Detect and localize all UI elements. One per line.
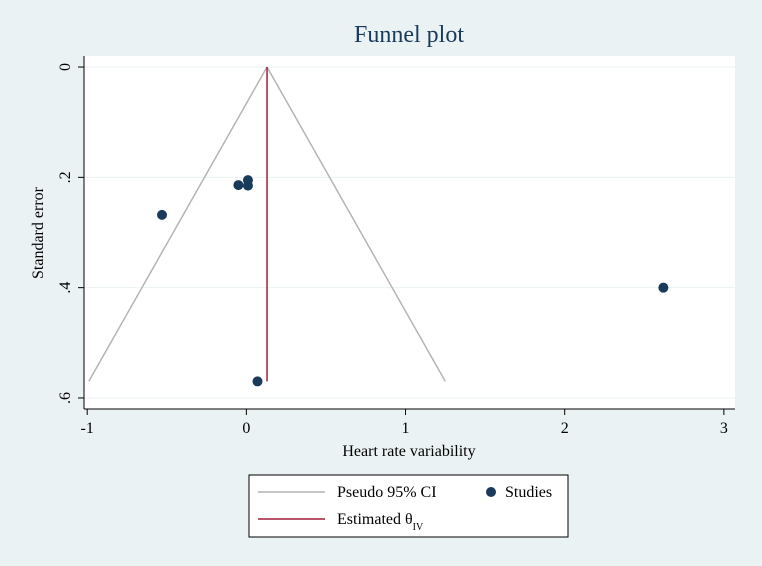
legend-label-estimate: Estimated θIV — [337, 511, 424, 533]
study-point-5 — [658, 282, 669, 293]
legend-box — [248, 474, 569, 538]
legend-swatch-studies — [486, 487, 496, 497]
legend-label-studies: Studies — [505, 484, 552, 501]
y-tick-label-0: 0 — [57, 63, 74, 71]
legend-label-estimate-main: Estimated θ — [337, 511, 413, 528]
x-axis-label: Heart rate variability — [342, 443, 475, 460]
legend-label-pseudo-ci: Pseudo 95% CI — [337, 484, 437, 501]
x-tick-label-3: 2 — [561, 420, 569, 437]
pseudo-ci-left-line — [88, 66, 268, 382]
y-tick-label-2: .4 — [57, 282, 74, 294]
pseudo-ci-lines — [88, 66, 446, 382]
study-point-4 — [252, 376, 263, 387]
pseudo-ci-right-line — [266, 66, 446, 382]
study-point-1 — [233, 180, 244, 191]
gridlines — [84, 66, 735, 399]
plot-area — [84, 56, 735, 409]
x-tick-label-2: 1 — [402, 420, 410, 437]
study-point-3 — [242, 180, 253, 191]
x-tick-label-1: 0 — [242, 420, 250, 437]
study-points — [156, 175, 669, 387]
chart-title: Funnel plot — [354, 22, 464, 48]
x-tick-label-0: -1 — [81, 420, 94, 437]
y-tick-label-3: .6 — [57, 392, 74, 404]
axes: -1 0 1 2 3 0 .2 .4 .6 — [57, 56, 735, 437]
study-point-0 — [156, 209, 167, 220]
x-tick-label-4: 3 — [720, 420, 728, 437]
legend: Pseudo 95% CI Studies Estimated θIV — [248, 474, 569, 538]
y-axis-label: Standard error — [30, 186, 47, 279]
y-tick-label-1: .2 — [57, 171, 74, 183]
legend-label-estimate-sub: IV — [413, 522, 424, 533]
